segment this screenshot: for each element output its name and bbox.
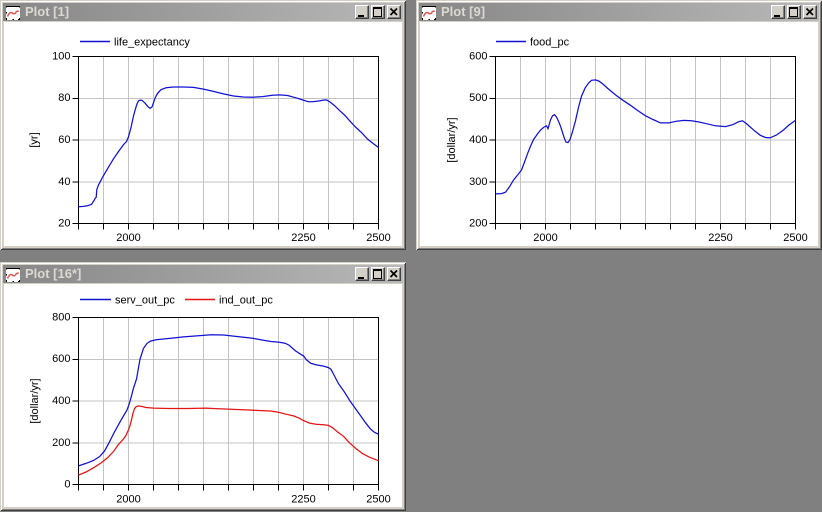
svg-text:20: 20	[58, 218, 70, 230]
svg-text:100: 100	[52, 51, 70, 63]
svg-text:[dollar/yr]: [dollar/yr]	[446, 117, 458, 162]
svg-text:2000: 2000	[116, 494, 140, 506]
svg-text:2250: 2250	[291, 232, 315, 244]
svg-text:60: 60	[58, 134, 70, 146]
svg-text:300: 300	[469, 176, 487, 188]
svg-text:200: 200	[469, 218, 487, 230]
svg-text:500: 500	[469, 92, 487, 104]
svg-text:food_pc: food_pc	[530, 37, 570, 49]
svg-text:2250: 2250	[291, 494, 315, 506]
svg-text:[yr]: [yr]	[29, 132, 41, 147]
svg-text:800: 800	[52, 312, 70, 324]
svg-text:400: 400	[52, 395, 70, 407]
svg-text:2500: 2500	[366, 232, 390, 244]
svg-text:life_expectancy: life_expectancy	[114, 37, 190, 49]
svg-text:600: 600	[469, 51, 487, 63]
svg-text:2000: 2000	[116, 232, 140, 244]
svg-text:80: 80	[58, 92, 70, 104]
svg-text:2500: 2500	[366, 494, 390, 506]
svg-text:2000: 2000	[533, 232, 557, 244]
svg-text:2500: 2500	[783, 232, 807, 244]
svg-text:serv_out_pc: serv_out_pc	[115, 295, 175, 307]
svg-text:200: 200	[52, 437, 70, 449]
svg-text:[dollar/yr]: [dollar/yr]	[29, 378, 41, 423]
svg-text:600: 600	[52, 353, 70, 365]
svg-text:0: 0	[64, 479, 70, 491]
svg-text:2250: 2250	[708, 232, 732, 244]
svg-text:ind_out_pc: ind_out_pc	[219, 295, 273, 307]
svg-text:40: 40	[58, 176, 70, 188]
svg-text:400: 400	[469, 134, 487, 146]
